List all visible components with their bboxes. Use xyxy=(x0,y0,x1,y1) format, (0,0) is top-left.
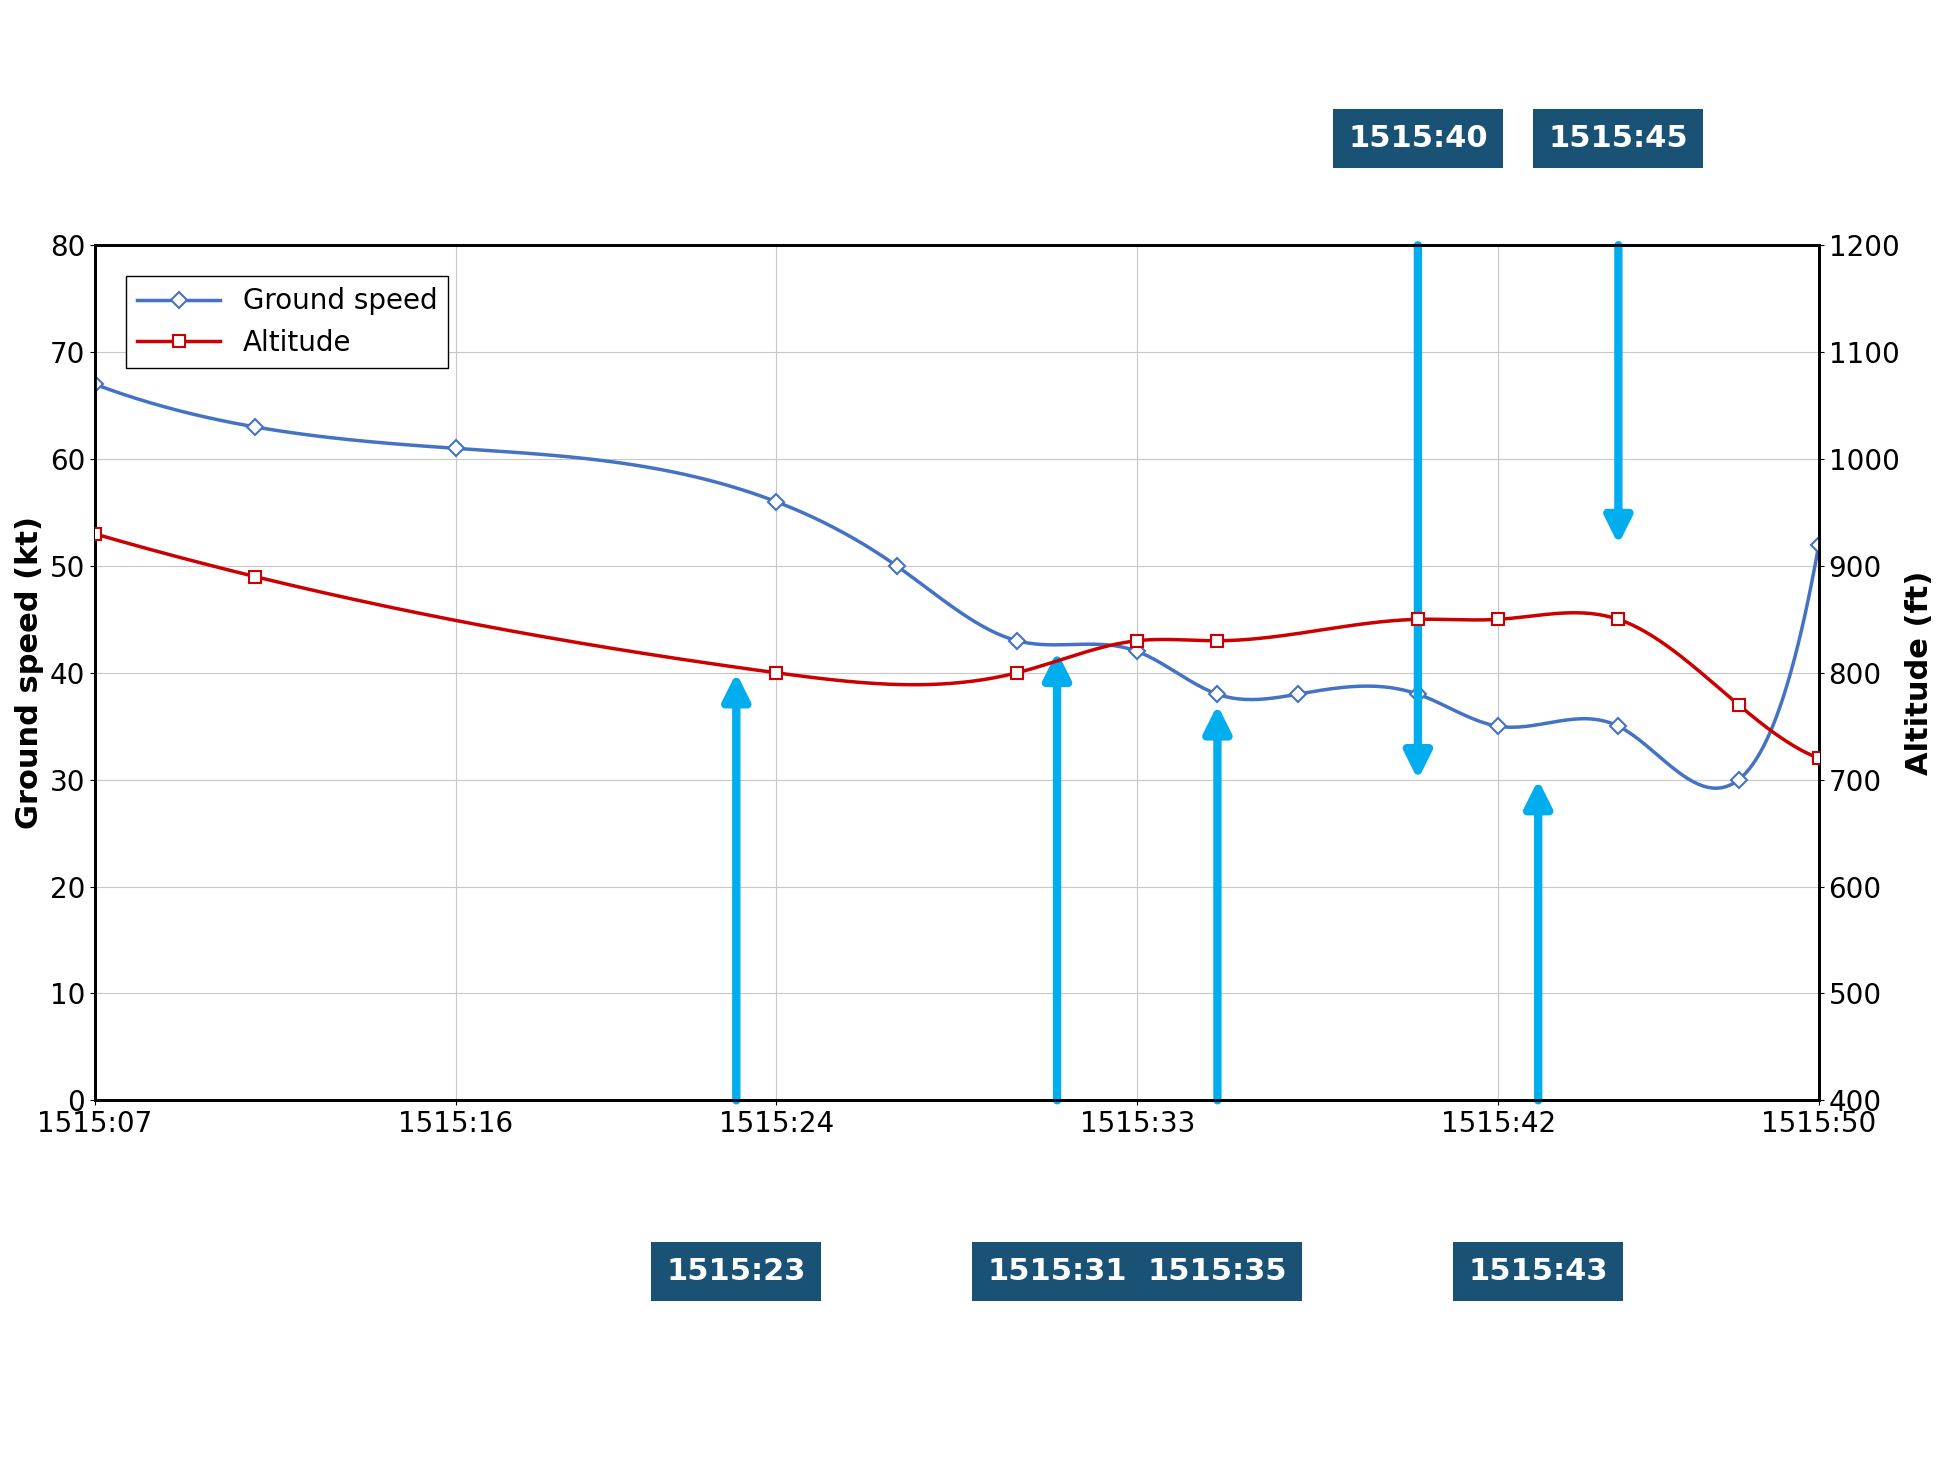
Text: 1515:40: 1515:40 xyxy=(1348,124,1486,153)
Y-axis label: Altitude (ft): Altitude (ft) xyxy=(1903,571,1932,774)
Text: 1515:31: 1515:31 xyxy=(988,1257,1126,1286)
Legend: Ground speed, Altitude: Ground speed, Altitude xyxy=(127,276,448,369)
Text: 1515:43: 1515:43 xyxy=(1467,1257,1607,1286)
Y-axis label: Ground speed (kt): Ground speed (kt) xyxy=(16,516,45,829)
Text: 1515:35: 1515:35 xyxy=(1147,1257,1286,1286)
Text: 1515:45: 1515:45 xyxy=(1549,124,1687,153)
Text: 1515:23: 1515:23 xyxy=(666,1257,806,1286)
